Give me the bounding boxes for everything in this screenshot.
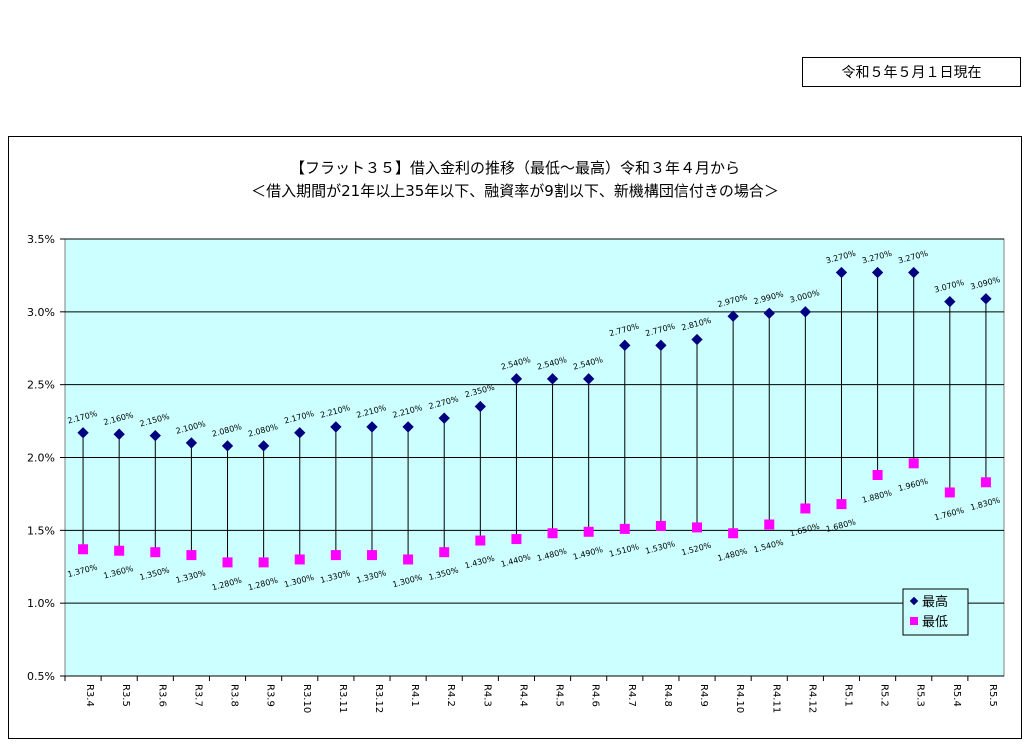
x-tick-label: R4.10: [734, 684, 745, 713]
y-axis-ticks: 0.5% 1.0% 1.5% 2.0% 2.5% 3.0% 3.5%: [27, 233, 65, 683]
min-point: [655, 520, 666, 531]
x-tick-label: R5.5: [987, 684, 998, 707]
min-point: [330, 550, 341, 561]
min-point: [511, 534, 522, 545]
x-tick-label: R5.4: [951, 684, 962, 707]
max-point: [691, 333, 703, 346]
min-point: [728, 528, 739, 539]
x-tick-label: R4.5: [554, 684, 565, 707]
legend-box: [902, 588, 969, 636]
x-tick-label: R3.4: [84, 684, 95, 707]
y-tick-label: 2.0%: [27, 452, 55, 465]
y-tick-label: 2.5%: [27, 379, 55, 392]
min-point: [583, 526, 594, 537]
as-of-date-box: 令和５年５月１日現在: [802, 57, 1021, 87]
min-point: [258, 557, 269, 568]
y-tick-label: 1.5%: [27, 524, 55, 537]
x-tick-label: R4.3: [481, 684, 492, 707]
chart-subtitle: ＜借入期間が21年以上35年以下、融資率が9割以下、新機構団信付きの場合＞: [251, 182, 779, 200]
x-tick-label: R3.11: [337, 684, 348, 713]
max-point: [185, 437, 198, 449]
min-point: [908, 458, 919, 469]
x-tick-label: R3.6: [156, 684, 167, 707]
x-tick-label: R5.1: [842, 684, 853, 707]
legend-max-label: 最高: [922, 594, 948, 610]
x-tick-label: R5.2: [879, 684, 890, 707]
max-point: [294, 427, 306, 439]
as-of-date: 令和５年５月１日現在: [841, 65, 982, 81]
y-tick-label: 1.0%: [27, 597, 55, 610]
x-tick-label: R4.11: [770, 684, 781, 713]
max-point: [330, 421, 342, 433]
x-tick-label: R4.6: [590, 684, 601, 707]
min-point: [366, 550, 377, 561]
x-tick-label: R3.12: [373, 684, 384, 713]
min-point: [836, 499, 847, 510]
legend-min-marker: [910, 617, 918, 625]
max-point: [980, 293, 992, 305]
max-point: [944, 295, 956, 308]
max-point: [221, 440, 234, 452]
min-point: [980, 477, 991, 488]
min-point: [547, 528, 558, 539]
max-point: [546, 373, 559, 385]
min-point: [403, 554, 414, 565]
grid-lines: [65, 238, 1004, 677]
max-point: [727, 310, 739, 322]
min-point: [872, 469, 883, 480]
range-lines: [82, 272, 987, 563]
x-tick-label: R4.8: [662, 684, 673, 707]
max-point: [619, 339, 631, 351]
min-point: [78, 544, 89, 555]
min-point: [944, 487, 955, 498]
max-point: [583, 373, 595, 385]
chart-frame: 【フラット３５】借入金利の推移（最低～最高）令和３年４月から ＜借入期間が21年…: [8, 136, 1022, 739]
min-point: [222, 557, 233, 568]
min-point: [800, 503, 811, 514]
x-tick-label: R4.4: [517, 684, 528, 707]
x-tick-label: R3.7: [192, 684, 203, 707]
min-point: [186, 550, 197, 561]
max-point: [835, 266, 848, 279]
legend-min-label: 最低: [922, 615, 948, 630]
max-point: [474, 400, 486, 413]
min-point: [475, 535, 486, 546]
max-point: [510, 373, 523, 385]
legend: 最高 最低: [902, 588, 969, 636]
x-tick-label: R4.7: [626, 684, 637, 707]
x-tick-label: R3.9: [265, 684, 276, 707]
max-point: [438, 412, 450, 424]
y-tick-label: 3.5%: [27, 233, 55, 246]
max-point: [149, 429, 161, 442]
x-tick-label: R3.8: [229, 684, 240, 707]
min-point: [294, 554, 305, 565]
x-tick-label: R3.5: [120, 684, 131, 707]
x-tick-label: R4.9: [698, 684, 709, 707]
max-point: [366, 421, 378, 433]
max-point: [763, 307, 775, 319]
min-point: [764, 519, 775, 530]
min-point: [150, 547, 161, 558]
max-point: [871, 266, 884, 279]
min-point: [619, 523, 630, 534]
max-point: [655, 339, 667, 351]
max-point: [257, 440, 270, 452]
rate-chart: 【フラット３５】借入金利の推移（最低～最高）令和３年４月から ＜借入期間が21年…: [27, 159, 1005, 713]
x-tick-label: R3.10: [301, 684, 312, 713]
y-tick-label: 0.5%: [27, 670, 55, 683]
max-point: [799, 306, 812, 318]
x-tick-label: R5.3: [915, 684, 926, 707]
max-point: [402, 421, 414, 433]
x-tick-label: R4.2: [445, 684, 456, 707]
x-tick-label: R4.12: [806, 684, 817, 713]
x-axis-ticks: R3.4 R3.5 R3.6 R3.7 R3.8 R3.9 R3.10 R3.11 R3.12 R…: [64, 676, 998, 713]
x-tick-label: R4.1: [409, 684, 420, 707]
y-tick-label: 3.0%: [27, 306, 55, 319]
chart-title: 【フラット３５】借入金利の推移（最低～最高）令和３年４月から: [290, 159, 740, 177]
min-point: [439, 547, 450, 558]
max-point: [908, 266, 920, 279]
min-point: [114, 545, 125, 556]
min-point: [692, 522, 703, 533]
